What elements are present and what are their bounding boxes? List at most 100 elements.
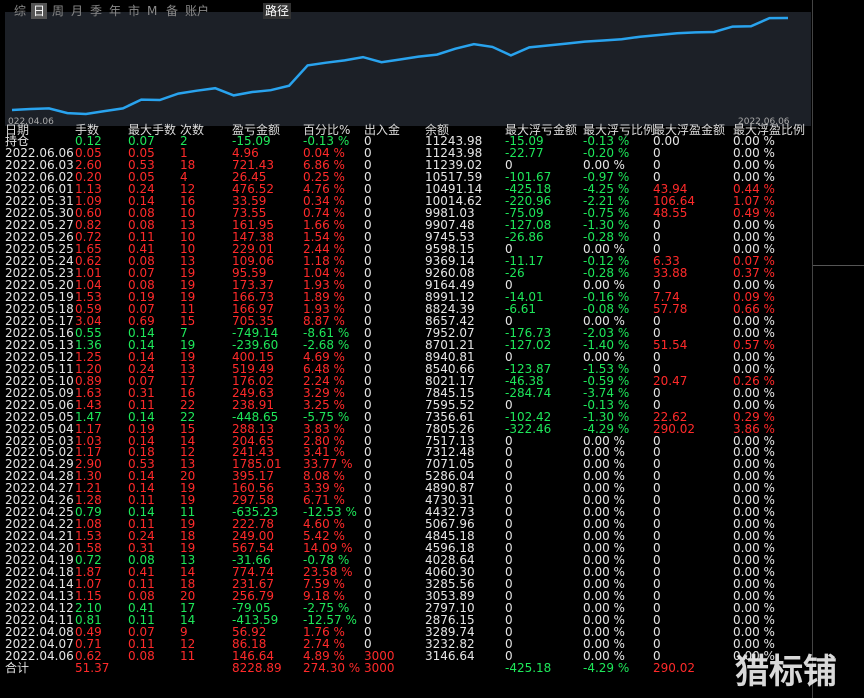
cell: 0.00 % — [733, 649, 775, 664]
cell: 16 — [180, 385, 196, 400]
cell: 1.93 % — [303, 277, 345, 292]
cell: 4432.73 — [425, 505, 475, 520]
cell: 146.64 — [232, 649, 274, 664]
equity-curve — [11, 16, 789, 116]
right-hline — [813, 265, 864, 266]
cell: 0.00 % — [733, 505, 775, 520]
row-label: 2022.05.13 — [5, 337, 74, 352]
cell: 18 — [180, 157, 196, 172]
cell: 0.11 — [128, 637, 155, 652]
tab[interactable]: 周 — [52, 4, 65, 18]
cell: 3285.56 — [425, 577, 475, 592]
cell: 0.05 — [75, 145, 102, 160]
row-label: 2022.04.08 — [5, 625, 74, 640]
cell: 0 — [653, 649, 661, 664]
cell: 0.49 % — [733, 205, 775, 220]
cell: 0.72 — [75, 229, 102, 244]
cell: 1.58 — [75, 541, 102, 556]
cell: 0 — [364, 529, 372, 544]
cell: 9369.14 — [425, 253, 475, 268]
tab[interactable]: 日 — [31, 3, 48, 19]
cell: 476.52 — [232, 181, 274, 196]
row-label: 2022.05.30 — [5, 205, 74, 220]
tab[interactable]: 年 — [109, 4, 122, 18]
row-label: 2022.04.12 — [5, 601, 74, 616]
cell: 0 — [364, 277, 372, 292]
cell: 173.37 — [232, 277, 274, 292]
cell: 13 — [180, 553, 196, 568]
tab[interactable]: 备 — [166, 4, 179, 18]
cell: 1.43 — [75, 397, 102, 412]
cell: -0.13 % — [303, 134, 350, 148]
cell: 11239.02 — [425, 157, 483, 172]
cell: 0 — [364, 565, 372, 580]
cell: -0.97 % — [583, 169, 630, 184]
cell: 0.11 — [128, 613, 155, 628]
cell: 0.00 % — [583, 565, 625, 580]
cell: 256.79 — [232, 589, 274, 604]
tab[interactable]: 市 — [128, 4, 141, 18]
cell: 11 — [180, 301, 196, 316]
tab[interactable]: 季 — [90, 4, 103, 18]
column-header: 次数 — [180, 123, 205, 137]
cell: 1.03 — [75, 433, 102, 448]
row-label: 2022.05.20 — [5, 277, 74, 292]
tab[interactable]: M — [147, 4, 158, 18]
cell: 0.11 — [128, 517, 155, 532]
cell: 0.00 % — [733, 361, 775, 376]
path-button[interactable]: 路径 — [263, 3, 292, 19]
cell: 57.78 — [653, 301, 688, 316]
cell: 0.62 — [75, 253, 102, 268]
cell: -448.65 — [232, 409, 279, 424]
cell: 0.00 % — [733, 541, 775, 556]
cell: 10 — [180, 229, 196, 244]
column-header: 盈亏金额 — [232, 123, 281, 137]
cell: 0 — [505, 493, 513, 508]
cell: 0.00 % — [583, 517, 625, 532]
tab[interactable]: 综 — [14, 4, 27, 18]
cell: 19 — [180, 337, 196, 352]
cell: -0.75 % — [583, 205, 630, 220]
cell: 0 — [505, 433, 513, 448]
column-header: 最大手数 — [128, 123, 177, 137]
cell: 3.25 % — [303, 397, 345, 412]
cell: 2.90 — [75, 457, 102, 472]
cell: 0 — [364, 625, 372, 640]
cell: 11 — [180, 649, 196, 664]
cell: 231.67 — [232, 577, 274, 592]
tab[interactable]: 月 — [71, 4, 84, 18]
tab[interactable]: 账户 — [185, 4, 210, 18]
cell: 3000 — [364, 649, 395, 664]
cell: 0.08 — [128, 553, 155, 568]
cell: -1.53 % — [583, 361, 630, 376]
row-label: 2022.06.01 — [5, 181, 74, 196]
cell: 3.83 % — [303, 421, 345, 436]
cell: 5286.04 — [425, 469, 475, 484]
cell: 0 — [505, 445, 513, 460]
cell: 19 — [180, 493, 196, 508]
cell: 7952.07 — [425, 325, 475, 340]
cell: -413.59 — [232, 613, 279, 628]
cell: 4.76 % — [303, 181, 345, 196]
cell: 0 — [653, 553, 661, 568]
cell: 0.24 — [128, 361, 155, 376]
cell: -749.14 — [232, 325, 279, 340]
cell: 0.00 % — [733, 565, 775, 580]
cell: 0 — [364, 577, 372, 592]
cell: 0.89 — [75, 373, 102, 388]
cell: 0.00 % — [733, 577, 775, 592]
cell: -0.28 % — [583, 265, 630, 280]
cell: 0.62 — [75, 649, 102, 664]
cell: 0 — [653, 325, 661, 340]
cell: 33.77 % — [303, 457, 353, 472]
cell: 12 — [180, 181, 196, 196]
cell: 10517.59 — [425, 169, 483, 184]
cell: -635.23 — [232, 505, 279, 520]
cell: 0.14 — [128, 337, 155, 352]
cell: 0.08 — [128, 589, 155, 604]
cell: 0.37 % — [733, 265, 775, 280]
cell: 7595.52 — [425, 397, 475, 412]
cell: 0.00 % — [583, 469, 625, 484]
cell: 5.42 % — [303, 529, 345, 544]
cell: -1.30 % — [583, 409, 630, 424]
